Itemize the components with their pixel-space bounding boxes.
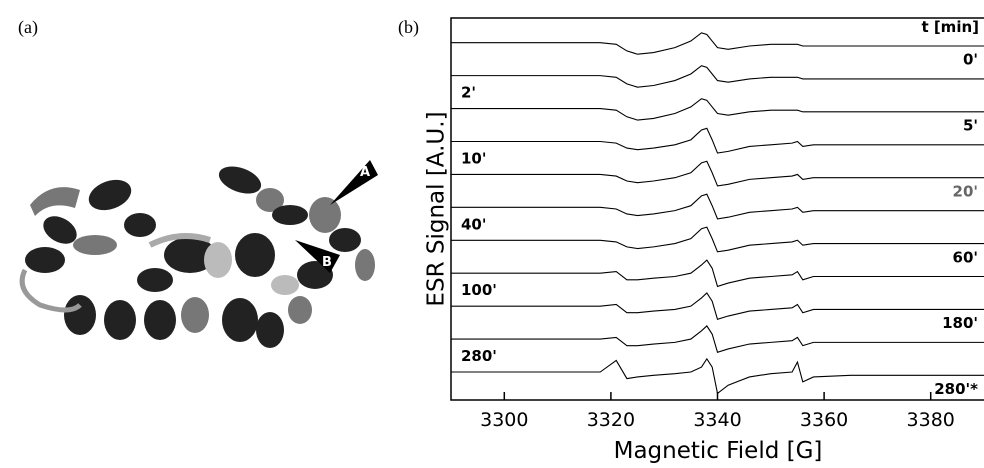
legend-label: 100' <box>461 281 497 299</box>
protein-label: A <box>360 165 370 180</box>
spectrum <box>451 325 984 353</box>
plot-frame <box>450 17 984 401</box>
legend-label: 280'* <box>934 380 978 398</box>
legend-label: 60' <box>953 248 978 266</box>
spectrum <box>451 65 984 88</box>
panel-label: (a) <box>18 17 38 38</box>
header: t [min] <box>921 18 979 36</box>
spectrum <box>451 259 984 288</box>
x-tick-label: 3360 <box>800 409 848 431</box>
x-tick-label: 3300 <box>480 409 528 431</box>
x-tick-label: 3320 <box>587 409 635 431</box>
spectrum <box>451 357 984 395</box>
legend-label: 180' <box>942 314 978 332</box>
spectrum <box>451 98 984 121</box>
x-axis-title: Magnetic Field [G] <box>614 438 823 464</box>
protein-ribbon <box>19 160 378 348</box>
legend-label: 280' <box>461 347 497 365</box>
spectrum <box>451 292 984 321</box>
spectrum <box>451 32 984 55</box>
spectrum <box>451 226 984 253</box>
x-tick-label: 3380 <box>907 409 955 431</box>
x-tick-label: 3340 <box>693 409 741 431</box>
protein-label: B <box>322 255 332 270</box>
legend-label: 0' <box>963 51 978 69</box>
spectrum <box>451 127 984 154</box>
panel-label: (b) <box>398 17 419 38</box>
legend-label: 20' <box>953 182 978 200</box>
spectrum <box>451 193 984 220</box>
legend-label: 10' <box>461 149 486 167</box>
y-axis-title: ESR Signal [A.U.] <box>424 111 450 306</box>
spectrum <box>451 160 984 187</box>
legend-label: 5' <box>963 117 978 135</box>
legend-label: 2' <box>461 84 476 102</box>
legend-label: 40' <box>461 215 486 233</box>
